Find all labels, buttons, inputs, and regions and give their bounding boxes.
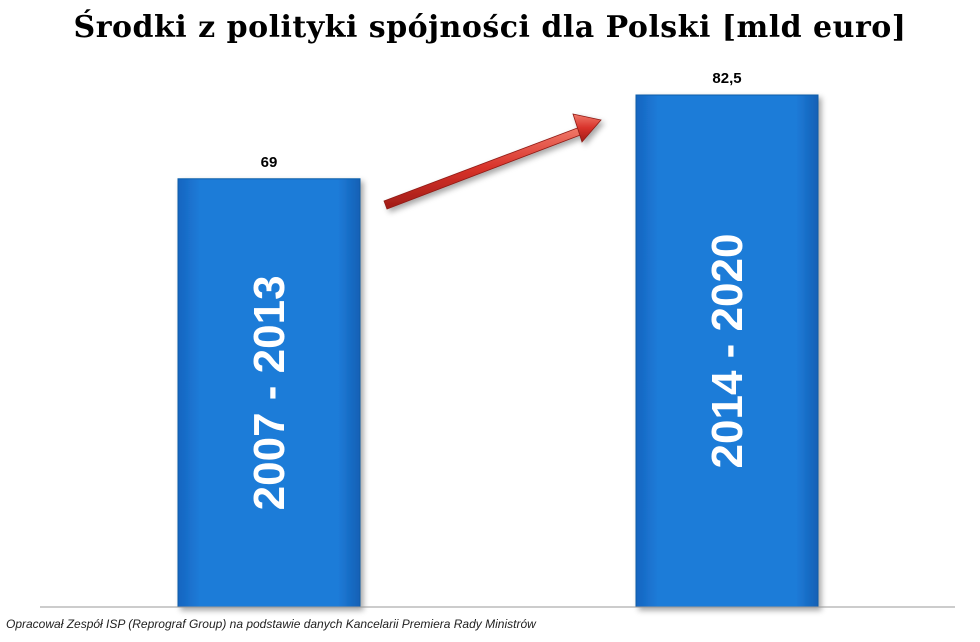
chart-title: Środki z polityki spójności dla Polski [… bbox=[73, 10, 907, 45]
source-note: Opracował Zespół ISP (Reprograf Group) n… bbox=[6, 617, 536, 631]
bar-2 bbox=[635, 94, 819, 608]
value-label-1: 69 bbox=[261, 154, 278, 171]
category-label-1: 2007 - 2013 bbox=[245, 275, 294, 510]
increase-arrow bbox=[383, 113, 602, 210]
value-label-2: 82,5 bbox=[712, 70, 741, 87]
bar-1 bbox=[177, 178, 361, 608]
category-label-2: 2014 - 2020 bbox=[703, 234, 752, 469]
